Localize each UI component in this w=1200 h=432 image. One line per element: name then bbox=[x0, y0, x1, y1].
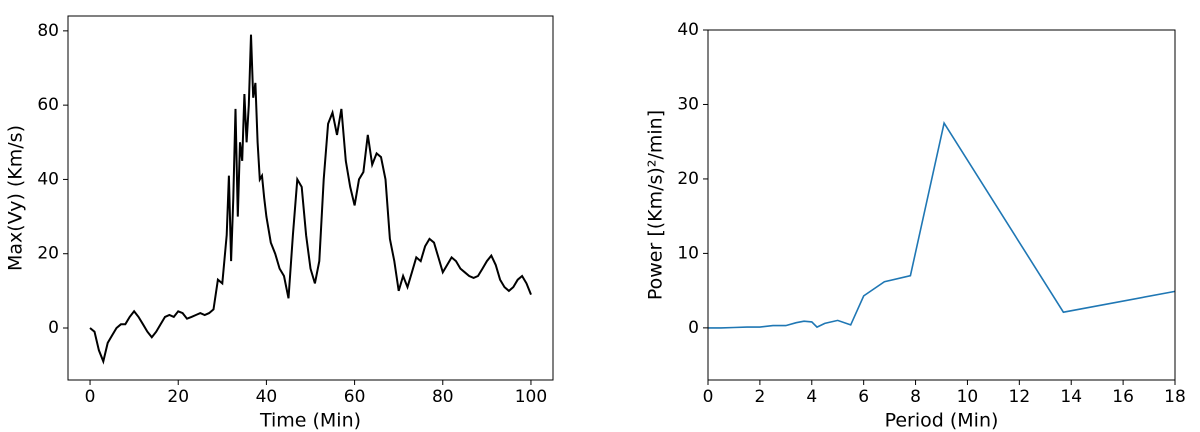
y-tick-label: 10 bbox=[677, 243, 699, 263]
x-tick-label: 10 bbox=[957, 387, 979, 407]
x-tick-label: 14 bbox=[1060, 387, 1082, 407]
y-tick-label: 40 bbox=[677, 20, 699, 40]
y-tick-label: 0 bbox=[688, 318, 699, 338]
y-tick-label: 0 bbox=[48, 318, 59, 338]
x-tick-label: 2 bbox=[754, 387, 765, 407]
y-axis-label: Max(Vy) (Km/s) bbox=[5, 125, 27, 271]
y-tick-label: 80 bbox=[37, 21, 59, 41]
x-tick-label: 0 bbox=[85, 387, 96, 407]
x-tick-label: 16 bbox=[1112, 387, 1134, 407]
x-tick-label: 12 bbox=[1009, 387, 1031, 407]
y-tick-label: 20 bbox=[677, 169, 699, 189]
y-tick-label: 40 bbox=[37, 169, 59, 189]
x-tick-label: 6 bbox=[858, 387, 869, 407]
x-tick-label: 80 bbox=[432, 387, 454, 407]
x-tick-label: 60 bbox=[344, 387, 366, 407]
x-axis-label: Period (Min) bbox=[885, 410, 999, 432]
x-tick-label: 40 bbox=[256, 387, 278, 407]
x-tick-label: 20 bbox=[167, 387, 189, 407]
x-axis-label: Time (Min) bbox=[259, 410, 361, 432]
axes-frame bbox=[67, 15, 554, 381]
x-tick-label: 8 bbox=[910, 387, 921, 407]
axes-frame bbox=[707, 29, 1176, 381]
x-tick-label: 4 bbox=[806, 387, 817, 407]
x-tick-label: 18 bbox=[1164, 387, 1186, 407]
y-axis-label: Power [(Km/s)²/min] bbox=[645, 110, 667, 300]
data-line bbox=[89, 34, 532, 365]
x-tick-label: 0 bbox=[703, 387, 714, 407]
y-tick-label: 20 bbox=[37, 244, 59, 264]
x-tick-label: 100 bbox=[515, 387, 547, 407]
y-tick-label: 60 bbox=[37, 95, 59, 115]
data-line bbox=[708, 121, 1176, 329]
y-tick-label: 30 bbox=[677, 94, 699, 114]
